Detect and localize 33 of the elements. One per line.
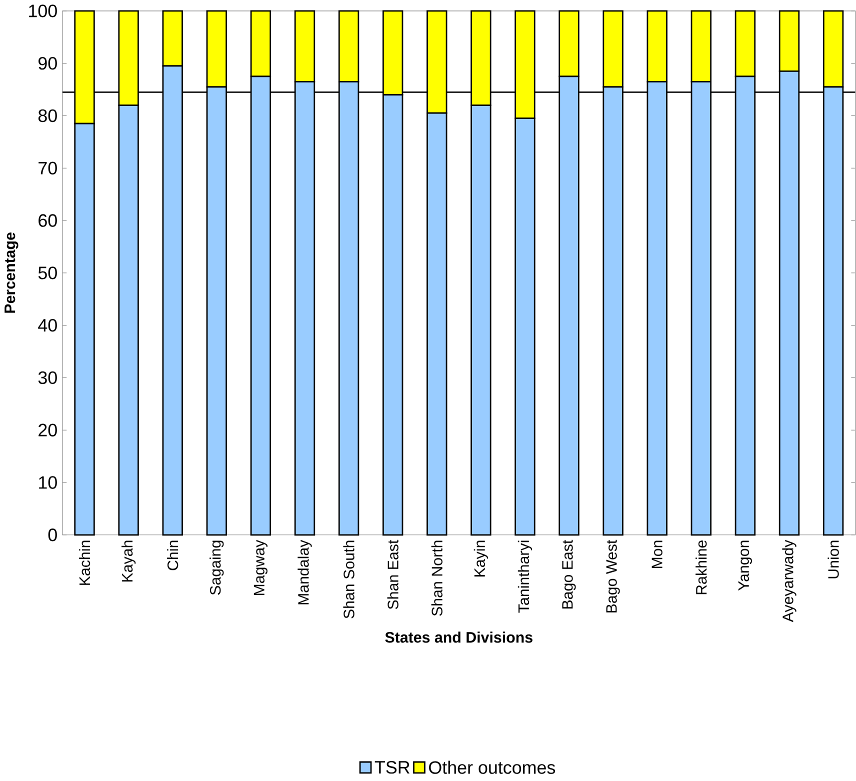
y-tick-label: 60 [38, 214, 57, 227]
legend-label: Other outcomes [429, 760, 556, 774]
x-tick-label: Mon [652, 540, 662, 568]
x-tick-label: Tanintharyi [518, 540, 532, 613]
y-tick-label: 80 [38, 109, 57, 122]
y-tick-label: 90 [38, 56, 57, 70]
x-tick-label: Yangon [738, 540, 752, 590]
x-tick-label: Bago West [606, 540, 620, 612]
x-tick-label: Ayeyarwady [782, 540, 796, 622]
x-tick-label: Shan South [343, 540, 354, 618]
x-tick-label: Mandalay [298, 540, 312, 604]
x-tick-label: Chin [167, 540, 178, 570]
y-tick-label: 70 [38, 162, 57, 174]
y-tick-label: 50 [38, 266, 57, 280]
y-axis-title: Percentage [4, 232, 18, 313]
x-tick-label: Union [828, 540, 839, 578]
y-tick-label: 100 [29, 4, 57, 18]
x-tick-label: Kayin [474, 540, 488, 576]
x-tick-label: Shan North [431, 540, 442, 616]
x-tick-label: Kayah [121, 540, 136, 582]
y-tick-label: 0 [48, 528, 57, 542]
x-tick-label: Kachin [78, 540, 90, 585]
x-tick-label: Shan East [387, 540, 398, 609]
legend-label: TSR [374, 760, 410, 774]
y-tick-label: 20 [38, 424, 57, 436]
x-axis-title: States and Divisions [385, 631, 532, 643]
x-tick-label: Sagaing [210, 540, 224, 595]
y-tick-label: 10 [39, 476, 57, 489]
y-tick-label: 30 [38, 371, 57, 384]
x-tick-label: Rakhine [696, 540, 707, 594]
y-tick-label: 40 [38, 318, 57, 332]
x-tick-label: Bago East [562, 540, 576, 608]
x-tick-label: Magway [254, 540, 268, 595]
